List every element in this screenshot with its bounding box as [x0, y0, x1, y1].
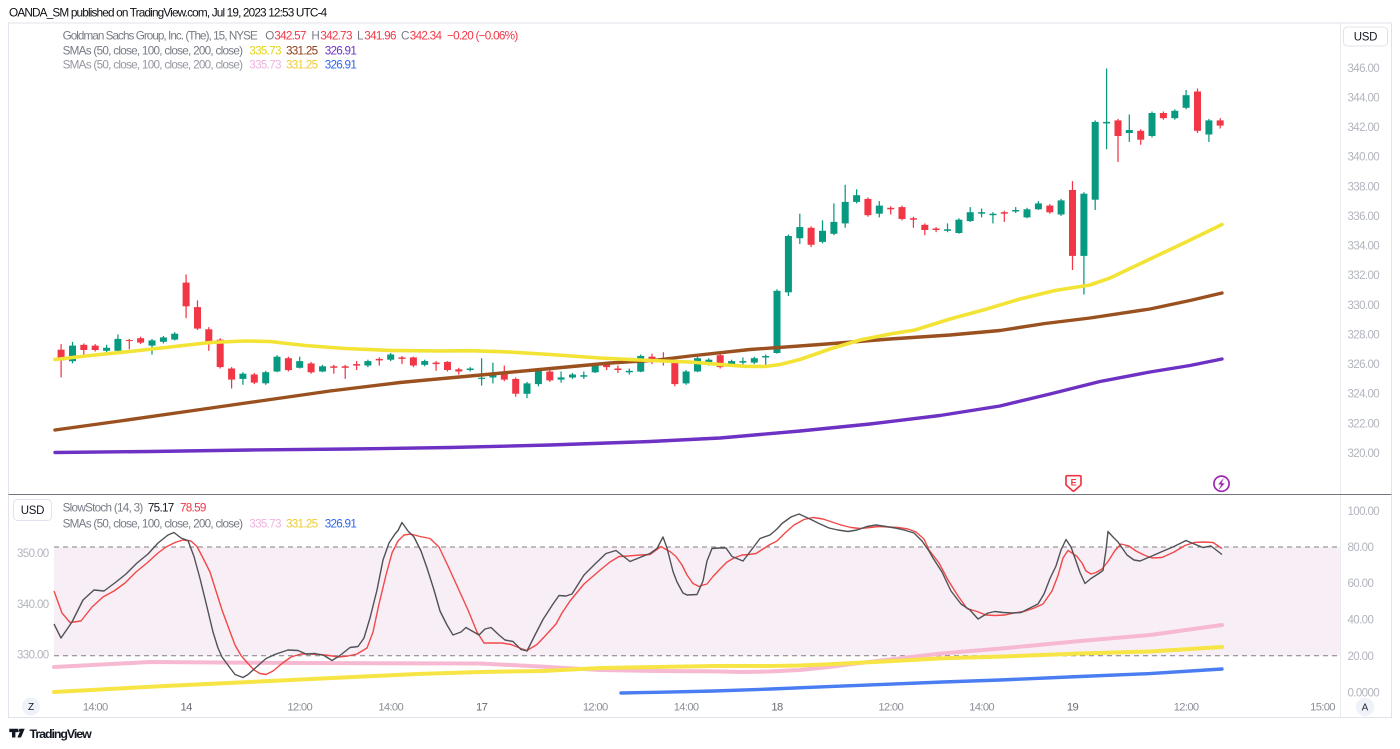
svg-text:330.00: 330.00: [1348, 300, 1380, 312]
svg-text:0.0000: 0.0000: [1348, 688, 1380, 700]
svg-text:Z: Z: [28, 702, 34, 713]
svg-text:14:00: 14:00: [969, 702, 994, 714]
svg-text:326.91: 326.91: [325, 59, 357, 72]
svg-text:USD: USD: [21, 505, 44, 517]
svg-text:335.73: 335.73: [249, 45, 281, 58]
svg-text:Goldman Sachs Group, Inc. (The: Goldman Sachs Group, Inc. (The), 15, NYS…: [63, 30, 258, 43]
svg-text:338.00: 338.00: [1348, 181, 1380, 193]
svg-text:15:00: 15:00: [1310, 702, 1335, 714]
svg-text:80.00: 80.00: [1348, 542, 1374, 554]
svg-text:12:00: 12:00: [1174, 702, 1199, 714]
svg-text:12:00: 12:00: [878, 702, 903, 714]
svg-text:326.91: 326.91: [325, 45, 357, 58]
svg-text:20.00: 20.00: [1348, 651, 1374, 663]
svg-text:342.34: 342.34: [410, 30, 443, 43]
svg-text:320.00: 320.00: [1348, 448, 1380, 460]
svg-text:335.73: 335.73: [249, 518, 281, 531]
svg-text:C: C: [401, 30, 409, 43]
svg-text:14:00: 14:00: [674, 702, 699, 714]
svg-text:OANDA_SM published on TradingV: OANDA_SM published on TradingView.com, J…: [9, 6, 328, 20]
svg-text:14:00: 14:00: [378, 702, 403, 714]
svg-text:TradingView: TradingView: [30, 727, 93, 741]
svg-text:331.25: 331.25: [286, 59, 319, 72]
svg-text:17: 17: [476, 702, 488, 714]
svg-text:H: H: [311, 30, 319, 43]
svg-text:342.57: 342.57: [274, 30, 306, 43]
svg-text:340.00: 340.00: [17, 599, 49, 611]
svg-text:330.00: 330.00: [17, 650, 49, 662]
svg-text:L: L: [357, 30, 364, 43]
svg-text:350.00: 350.00: [17, 548, 49, 560]
svg-text:E: E: [1071, 477, 1077, 487]
svg-text:328.00: 328.00: [1348, 330, 1380, 342]
svg-text:12:00: 12:00: [583, 702, 608, 714]
svg-text:18: 18: [771, 702, 783, 714]
svg-text:SMAs (50, close, 100, close, 2: SMAs (50, close, 100, close, 200, close): [63, 45, 244, 58]
svg-text:78.59: 78.59: [180, 502, 206, 515]
svg-text:326.00: 326.00: [1348, 359, 1380, 371]
svg-text:−0.20 (−0.06%): −0.20 (−0.06%): [447, 30, 518, 43]
svg-text:341.96: 341.96: [364, 30, 396, 43]
svg-text:100.00: 100.00: [1348, 506, 1380, 518]
svg-text:346.00: 346.00: [1348, 63, 1380, 75]
svg-text:326.91: 326.91: [325, 518, 357, 531]
svg-text:12:00: 12:00: [287, 702, 312, 714]
svg-text:19: 19: [1067, 702, 1079, 714]
svg-text:SMAs (50, close, 100, close, 2: SMAs (50, close, 100, close, 200, close): [63, 59, 244, 72]
svg-text:331.25: 331.25: [286, 45, 319, 58]
svg-text:342.73: 342.73: [320, 30, 352, 43]
svg-text:USD: USD: [1354, 32, 1377, 44]
svg-text:342.00: 342.00: [1348, 122, 1380, 134]
svg-text:334.00: 334.00: [1348, 241, 1380, 253]
svg-text:344.00: 344.00: [1348, 92, 1380, 104]
svg-text:75.17: 75.17: [148, 502, 174, 515]
svg-text:335.73: 335.73: [249, 59, 281, 72]
svg-text:322.00: 322.00: [1348, 418, 1380, 430]
svg-text:340.00: 340.00: [1348, 152, 1380, 164]
svg-text:A: A: [1362, 703, 1369, 714]
svg-text:SMAs (50, close, 100, close, 2: SMAs (50, close, 100, close, 200, close): [63, 518, 244, 531]
svg-text:324.00: 324.00: [1348, 389, 1380, 401]
svg-text:40.00: 40.00: [1348, 615, 1374, 627]
svg-text:SlowStoch (14, 3): SlowStoch (14, 3): [63, 502, 144, 515]
svg-text:336.00: 336.00: [1348, 211, 1380, 223]
svg-text:14: 14: [181, 702, 193, 714]
svg-text:14:00: 14:00: [83, 702, 108, 714]
svg-text:332.00: 332.00: [1348, 270, 1380, 282]
svg-text:331.25: 331.25: [286, 518, 319, 531]
svg-text:60.00: 60.00: [1348, 578, 1374, 590]
svg-text:O: O: [265, 30, 274, 43]
